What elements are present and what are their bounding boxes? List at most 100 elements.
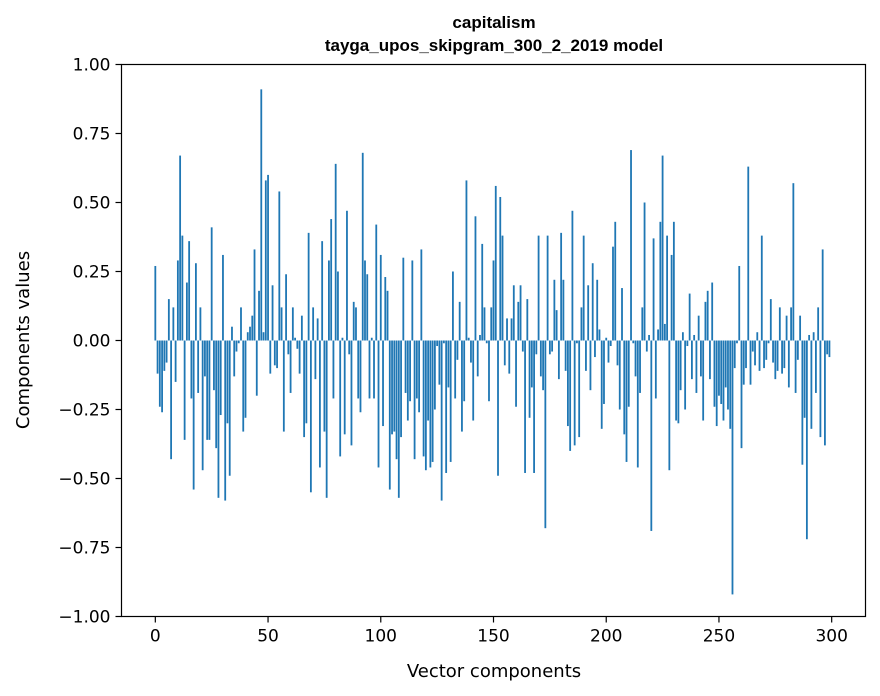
bar-8	[172, 307, 175, 341]
bar-170	[537, 235, 540, 341]
bar-271	[765, 340, 768, 360]
bar-137	[463, 340, 466, 402]
bar-37	[237, 340, 240, 344]
bar-289	[805, 340, 808, 540]
bar-169	[535, 340, 538, 355]
bar-25	[210, 227, 213, 341]
bar-12	[181, 235, 184, 341]
bar-87	[350, 340, 353, 446]
bar-22	[204, 340, 206, 377]
bar-53	[273, 340, 276, 366]
bar-42	[249, 326, 251, 341]
bar-55	[278, 191, 281, 341]
y-tick-label: −1.00	[58, 608, 110, 628]
bar-190	[582, 235, 585, 341]
bar-208	[623, 340, 626, 435]
bar-158	[510, 318, 513, 341]
y-tick-label: 0.50	[73, 194, 111, 214]
bar-50	[267, 174, 269, 341]
bar-72	[316, 318, 319, 341]
bar-65	[300, 315, 303, 341]
bar-166	[528, 340, 531, 418]
bar-193	[589, 340, 592, 391]
y-tick-label: 0.00	[73, 332, 111, 352]
bar-127	[440, 340, 443, 501]
bar-280	[785, 315, 788, 341]
bar-227	[666, 235, 669, 341]
bar-165	[526, 299, 529, 341]
plot-frame	[120, 63, 867, 618]
bar-161	[517, 301, 520, 341]
bar-294	[817, 307, 820, 341]
bar-76	[325, 340, 328, 498]
bar-38	[240, 307, 242, 341]
bar-31	[224, 340, 227, 501]
bar-188	[578, 340, 581, 438]
bar-145	[481, 243, 484, 341]
bar-90	[357, 340, 360, 399]
bar-235	[684, 340, 687, 410]
bar-164	[524, 340, 526, 473]
bar-10	[176, 260, 179, 341]
bar-242	[700, 340, 702, 377]
bar-102	[384, 277, 387, 341]
bar-6	[167, 299, 170, 341]
bar-series	[154, 89, 831, 595]
bar-85	[346, 210, 348, 341]
bar-13	[183, 340, 186, 440]
bar-150	[492, 260, 495, 341]
bar-27	[215, 340, 218, 449]
bar-247	[711, 282, 714, 341]
bar-48	[262, 332, 265, 341]
bar-226	[663, 323, 666, 341]
bar-202	[609, 340, 612, 347]
bar-106	[393, 340, 396, 432]
bar-265	[751, 340, 754, 352]
bar-213	[634, 340, 637, 377]
bar-44	[253, 249, 256, 341]
bar-189	[580, 307, 583, 341]
bar-15	[188, 241, 191, 341]
bar-183	[566, 340, 569, 427]
x-axis-ticks: 0 50 100 150 200 250 300	[150, 616, 848, 647]
bar-198	[600, 340, 603, 429]
bar-296	[821, 249, 824, 341]
bar-279	[783, 340, 786, 369]
bar-209	[625, 340, 628, 462]
bar-243	[702, 340, 705, 421]
bar-43	[251, 315, 254, 341]
bar-241	[697, 315, 700, 341]
bar-97	[373, 340, 375, 399]
bar-47	[260, 89, 263, 341]
bar-149	[490, 307, 493, 341]
x-tick-label: 150	[477, 627, 509, 647]
bar-221	[652, 238, 655, 341]
bar-293	[814, 340, 817, 393]
bar-286	[799, 315, 802, 341]
bar-34	[231, 326, 233, 341]
bar-232	[677, 340, 680, 424]
bar-255	[729, 340, 732, 429]
bar-291	[810, 340, 813, 429]
bar-146	[483, 307, 486, 341]
y-axis-ticks: 1.00 0.75 0.50 0.25 0.00 −0.25 −0.50 −0.75 −1.00	[58, 56, 122, 628]
bar-283	[792, 183, 795, 341]
bar-91	[359, 340, 362, 413]
bar-109	[400, 340, 402, 438]
bar-229	[670, 254, 673, 341]
bar-147	[485, 340, 488, 344]
bar-274	[772, 340, 774, 363]
bar-23	[206, 340, 209, 440]
bar-225	[661, 155, 664, 341]
x-tick-label: 50	[257, 627, 279, 647]
bar-176	[551, 340, 554, 352]
bar-78	[330, 219, 333, 341]
bar-4	[163, 340, 166, 371]
bar-157	[508, 340, 511, 374]
bar-194	[591, 263, 594, 341]
bar-16	[190, 340, 193, 399]
bar-244	[704, 301, 707, 341]
bar-240	[695, 340, 698, 393]
bar-237	[688, 293, 691, 341]
bar-60	[289, 340, 292, 393]
